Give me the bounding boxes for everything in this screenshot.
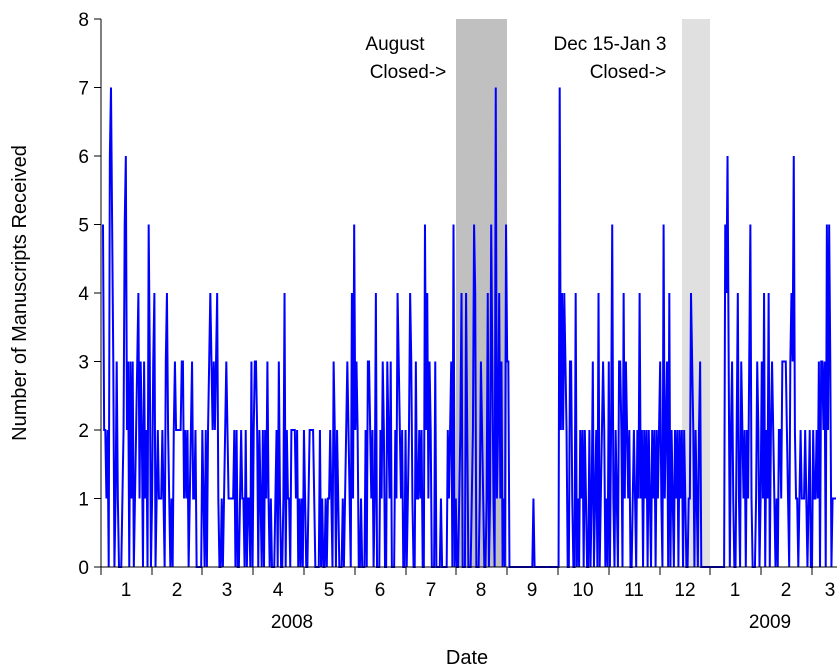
- y-tick-label: 4: [78, 284, 89, 305]
- x-month-label: 2: [781, 580, 792, 601]
- x-month-label: 9: [527, 580, 538, 601]
- y-ticks: 0 1 2 3 4 5 6 7 8: [78, 10, 101, 579]
- x-month-label: 8: [476, 580, 487, 601]
- annotation-line2: Closed->: [370, 62, 447, 83]
- x-month-label: 1: [121, 580, 132, 601]
- y-tick-label: 6: [78, 147, 89, 168]
- annotation-line1: Dec 15-Jan 3: [553, 34, 666, 55]
- x-month-label: 4: [273, 580, 284, 601]
- annotation-line1: August: [365, 34, 425, 55]
- x-year-label: 2009: [749, 612, 791, 633]
- x-month-label: 1: [730, 580, 741, 601]
- x-month-label: 5: [324, 580, 335, 601]
- x-month-label: 3: [222, 580, 233, 601]
- x-month-label: 12: [674, 580, 695, 601]
- x-month-label: 3: [825, 580, 836, 601]
- y-axis-title: Number of Manuscripts Received: [9, 145, 31, 441]
- x-axis-title: Date: [446, 647, 488, 669]
- y-tick-label: 1: [78, 490, 89, 511]
- x-month-label: 6: [375, 580, 386, 601]
- y-tick-label: 5: [78, 216, 89, 237]
- annotation-line2: Closed->: [590, 62, 667, 83]
- x-month-label: 7: [426, 580, 437, 601]
- y-tick-label: 2: [78, 421, 89, 442]
- x-month-label: 11: [624, 580, 644, 601]
- x-month-label: 2: [172, 580, 183, 601]
- x-month-label: 10: [572, 580, 593, 601]
- annotations: August Closed-> Dec 15-Jan 3 Closed->: [365, 34, 666, 83]
- y-tick-label: 3: [78, 353, 89, 374]
- x-year-label: 2008: [271, 612, 313, 633]
- y-tick-label: 7: [78, 79, 89, 100]
- y-tick-label: 8: [78, 10, 89, 31]
- y-tick-label: 0: [78, 558, 89, 579]
